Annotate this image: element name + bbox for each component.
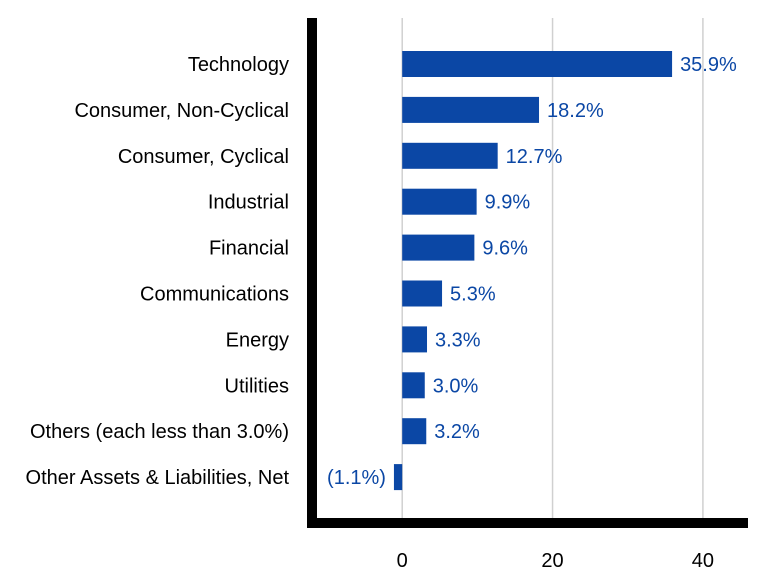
data-label: 5.3% (450, 284, 496, 306)
data-label: 3.2% (434, 421, 480, 443)
category-label: Utilities (225, 375, 289, 397)
category-label: Communications (140, 284, 289, 306)
bars (393, 51, 673, 491)
bar (402, 418, 427, 445)
x-tick-label: 40 (692, 550, 714, 572)
category-label: Financial (209, 238, 289, 260)
category-label: Industrial (208, 192, 289, 214)
bar (402, 372, 425, 399)
bar (393, 464, 403, 491)
data-label: 9.9% (485, 192, 531, 214)
data-label: 12.7% (506, 146, 563, 168)
data-label: 18.2% (547, 100, 604, 122)
bar (402, 51, 673, 77)
bar (402, 280, 443, 307)
data-labels: 35.9% 18.2% 12.7% 9.9% 9.6% 5.3% 3.3% 3.0% 3.2% (… (327, 54, 737, 489)
bar (402, 96, 540, 123)
data-label: (1.1%) (327, 467, 386, 489)
bar (402, 234, 475, 261)
data-label: 3.3% (435, 329, 481, 351)
y-axis-line (307, 18, 317, 528)
x-axis-line (307, 518, 748, 528)
bar (402, 188, 477, 215)
x-tick-label: 0 (397, 550, 408, 572)
data-label: 3.0% (433, 375, 479, 397)
category-label: Consumer, Cyclical (118, 146, 289, 168)
x-tick-label: 20 (541, 550, 563, 572)
x-tick-labels: 0 20 40 (397, 550, 714, 572)
category-label: Consumer, Non-Cyclical (74, 100, 289, 122)
gridlines (401, 18, 704, 522)
category-label: Other Assets & Liabilities, Net (26, 467, 290, 489)
data-label: 9.6% (482, 238, 528, 260)
category-labels: Technology Consumer, Non-Cyclical Consumer… (26, 54, 290, 489)
category-label: Energy (226, 329, 289, 351)
axes (307, 18, 748, 528)
bar (402, 326, 428, 353)
category-label: Others (each less than 3.0%) (30, 421, 289, 443)
bar (402, 142, 498, 169)
category-label: Technology (188, 54, 289, 76)
data-label: 35.9% (680, 54, 737, 76)
